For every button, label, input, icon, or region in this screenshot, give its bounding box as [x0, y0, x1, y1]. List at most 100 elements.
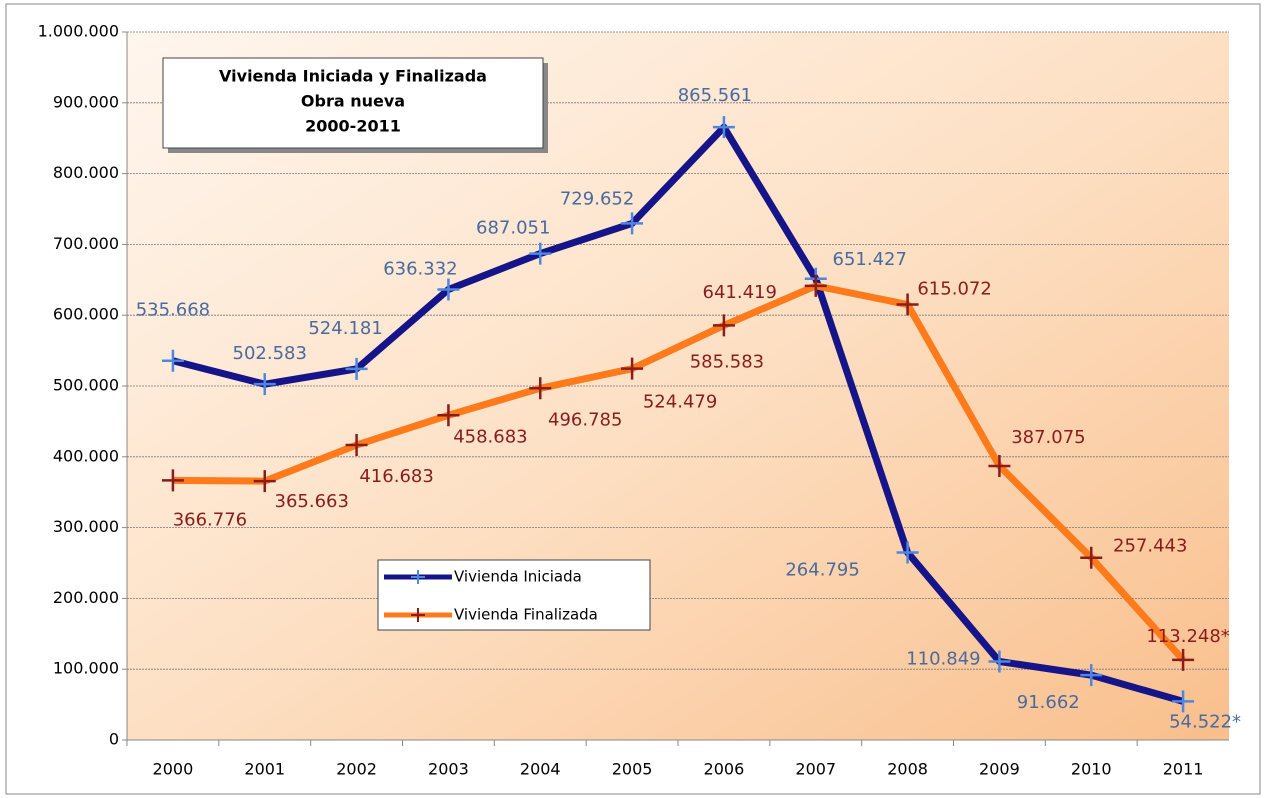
y-tick-label: 1.000.000: [38, 22, 119, 41]
marker: [988, 650, 1011, 673]
y-tick-label: 700.000: [53, 234, 119, 253]
legend-label: Vivienda Finalizada: [454, 606, 598, 624]
data-label: 54.522*: [1169, 711, 1241, 732]
marker-cross: [1172, 648, 1195, 671]
data-label: 729.652: [560, 188, 634, 209]
marker: [804, 274, 827, 297]
marker: [1172, 648, 1195, 671]
x-tick-label: 2008: [887, 760, 928, 779]
marker: [896, 293, 919, 316]
marker-cross: [621, 212, 644, 235]
marker-cross: [529, 377, 552, 400]
data-label: 110.849: [906, 649, 980, 670]
marker: [1172, 690, 1195, 713]
marker-cross: [712, 314, 735, 337]
series-line: [172, 282, 1186, 663]
data-label: 387.075: [1011, 427, 1085, 448]
y-tick-label: 600.000: [53, 305, 119, 324]
marker: [253, 470, 276, 493]
data-label: 91.662: [1017, 692, 1080, 713]
title-box: [162, 57, 544, 149]
marker-cross: [896, 293, 919, 316]
marker: [712, 314, 735, 337]
legend: [377, 559, 651, 631]
data-label: 535.668: [136, 300, 210, 321]
x-tick-label: 2004: [520, 760, 561, 779]
x-tick-label: 2010: [1071, 760, 1112, 779]
marker: [529, 242, 552, 265]
x-tick-label: 2007: [795, 760, 836, 779]
marker: [161, 469, 184, 492]
y-tick-label: 100.000: [53, 659, 119, 678]
y-tick-label: 800.000: [53, 163, 119, 182]
marker-cross: [345, 357, 368, 380]
marker-cross: [161, 349, 184, 372]
marker: [437, 278, 460, 301]
marker: [896, 541, 919, 564]
x-tick-label: 2001: [244, 760, 285, 779]
legend-label: Vivienda Iniciada: [454, 568, 582, 586]
marker: [621, 212, 644, 235]
data-label: 502.583: [233, 343, 307, 364]
marker: [988, 454, 1011, 477]
chart-period: 2000-2011: [305, 117, 401, 136]
data-label: 496.785: [548, 409, 622, 430]
data-label: 636.332: [383, 258, 457, 279]
marker-cross: [1080, 664, 1103, 687]
y-tick-label: 0: [109, 730, 119, 749]
legend-marker: [411, 608, 425, 622]
data-label: 416.683: [359, 466, 433, 487]
data-label: 865.561: [678, 85, 752, 106]
marker-cross: [804, 274, 827, 297]
marker-cross: [253, 470, 276, 493]
x-tick-label: 2000: [153, 760, 194, 779]
data-label: 687.051: [476, 218, 550, 239]
marker: [161, 349, 184, 372]
series-line: [172, 123, 1185, 705]
y-tick-label: 400.000: [53, 446, 119, 465]
data-label: 524.479: [643, 392, 717, 413]
marker-cross: [345, 433, 368, 456]
y-tick-label: 200.000: [53, 588, 119, 607]
marker-cross: [253, 373, 276, 396]
marker-cross: [1172, 690, 1195, 713]
marker: [529, 377, 552, 400]
marker-cross: [896, 541, 919, 564]
data-label: 257.443: [1113, 536, 1187, 557]
data-label: 585.583: [690, 351, 764, 372]
marker: [621, 357, 644, 380]
marker: [1080, 546, 1103, 569]
data-label: 366.776: [173, 509, 247, 530]
y-tick-label: 300.000: [53, 517, 119, 536]
data-label: 365.663: [275, 491, 349, 512]
x-tick-label: 2003: [428, 760, 469, 779]
data-label: 264.795: [785, 560, 859, 581]
marker-cross: [437, 404, 460, 427]
marker-cross: [621, 357, 644, 380]
marker-cross: [437, 278, 460, 301]
legend-marker: [411, 570, 425, 584]
y-tick-label: 500.000: [53, 376, 119, 395]
data-label: 641.419: [703, 282, 777, 303]
marker-cross: [1080, 546, 1103, 569]
x-tick-label: 2011: [1163, 760, 1204, 779]
marker: [1080, 664, 1103, 687]
x-tick-label: 2005: [612, 760, 653, 779]
marker: [712, 116, 735, 139]
y-tick-label: 900.000: [53, 92, 119, 111]
marker-cross: [161, 469, 184, 492]
marker-cross: [529, 242, 552, 265]
marker-cross: [712, 116, 735, 139]
data-label: 113.248*: [1146, 626, 1229, 647]
marker: [345, 433, 368, 456]
chart-subtitle: Obra nueva: [301, 92, 405, 111]
marker: [345, 357, 368, 380]
data-label: 615.072: [917, 279, 991, 300]
marker-cross: [988, 650, 1011, 673]
data-label: 651.427: [833, 249, 907, 270]
marker: [253, 373, 276, 396]
data-label: 524.181: [308, 318, 382, 339]
x-tick-label: 2002: [336, 760, 377, 779]
marker: [437, 404, 460, 427]
